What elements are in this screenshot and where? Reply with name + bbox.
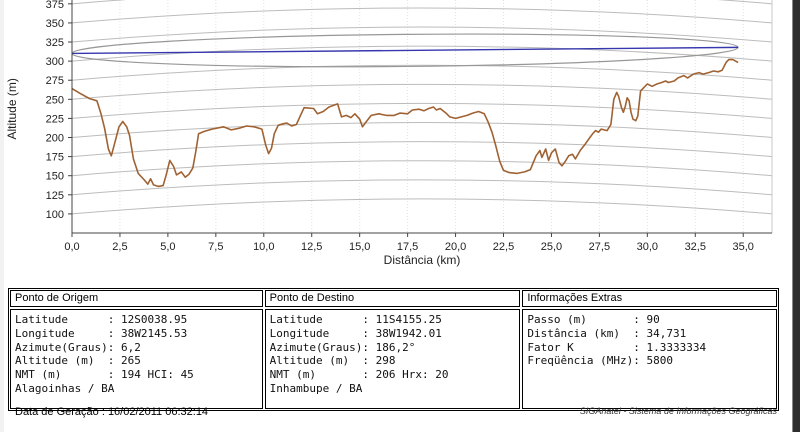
info-tables: Ponto de Origem Latitude : 12S0038.95 Lon… <box>8 288 779 411</box>
y-tick-label: 100 <box>46 209 64 221</box>
y-tick-label: 275 <box>46 75 64 87</box>
y-tick-label: 125 <box>46 190 64 202</box>
panel-title: Ponto de Origem <box>10 290 263 307</box>
h-gridline <box>72 0 772 5</box>
h-gridline <box>72 179 772 196</box>
x-tick-label: 7,5 <box>208 241 223 253</box>
line-of-sight <box>72 46 739 55</box>
report-footer: Data de Geração : 16/02/2011 06:32:14 SI… <box>8 406 777 418</box>
y-tick-label: 300 <box>46 56 64 68</box>
app-brand: SIGAnatel - Sistema de Informações Geogr… <box>579 406 777 416</box>
h-gridline <box>72 64 772 81</box>
x-tick-label: 22,5 <box>493 241 514 253</box>
info-panel: Ponto de Origem Latitude : 12S0038.95 Lon… <box>10 290 263 409</box>
y-tick-label: 350 <box>46 18 64 30</box>
right-edge-bar <box>792 0 800 432</box>
h-gridline <box>72 102 772 119</box>
y-tick-label: 375 <box>46 0 64 11</box>
y-tick-label: 175 <box>46 152 64 164</box>
chart-canvas: 100 125 150 175 200 225 250 275 300 325 350 375 0,0 2… <box>5 0 773 267</box>
h-gridline <box>72 26 772 43</box>
plot-area <box>72 0 772 233</box>
x-tick-label: 35,0 <box>733 241 754 253</box>
y-axis-title: Altitude (m) <box>5 78 19 139</box>
info-panel: Ponto de Destino Latitude : 11S4155.25 Lo… <box>264 290 521 409</box>
y-tick-label: 325 <box>46 37 64 49</box>
x-tick-label: 20,0 <box>445 241 466 253</box>
x-tick-label: 0,0 <box>64 241 79 253</box>
x-tick-label: 12,5 <box>301 241 322 253</box>
h-gridline <box>72 83 772 100</box>
generation-date: Data de Geração : 16/02/2011 06:32:14 <box>15 406 209 418</box>
x-tick-label: 15,0 <box>349 241 370 253</box>
panel-title: Ponto de Destino <box>264 290 521 307</box>
y-tick-label: 250 <box>46 94 64 106</box>
x-tick-label: 25,0 <box>541 241 562 253</box>
h-gridline <box>72 198 772 215</box>
x-tick-label: 10,0 <box>253 241 274 253</box>
panel-body: Latitude : 11S4155.25 Longitude : 38W194… <box>264 309 521 409</box>
y-tick-label: 200 <box>46 133 64 145</box>
x-tick-label: 30,0 <box>637 241 658 253</box>
h-gridline <box>72 122 772 139</box>
info-panel: Informações Extras Passo (m) : 90 Distânc… <box>522 290 777 409</box>
x-tick-label: 27,5 <box>589 241 610 253</box>
y-tick-label: 225 <box>46 113 64 125</box>
panel-body: Latitude : 12S0038.95 Longitude : 38W214… <box>10 309 263 409</box>
panel-body: Passo (m) : 90 Distância (km) : 34,731 F… <box>522 309 777 409</box>
x-tick-label: 2,5 <box>112 241 127 253</box>
x-tick-label: 32,5 <box>685 241 706 253</box>
left-window-edge <box>0 0 4 432</box>
h-gridline <box>72 160 772 177</box>
x-tick-label: 5,0 <box>160 241 175 253</box>
elevation-profile-chart: 100 125 150 175 200 225 250 275 300 325 350 375 0,0 2… <box>5 0 773 267</box>
x-axis-title: Distância (km) <box>384 253 461 267</box>
h-gridline <box>72 141 772 158</box>
h-gridline <box>72 7 772 24</box>
y-tick-label: 150 <box>46 171 64 183</box>
panel-title: Informações Extras <box>522 290 777 307</box>
h-gridline <box>72 45 772 62</box>
x-tick-label: 17,5 <box>397 241 418 253</box>
terrain-profile-line <box>72 58 739 188</box>
